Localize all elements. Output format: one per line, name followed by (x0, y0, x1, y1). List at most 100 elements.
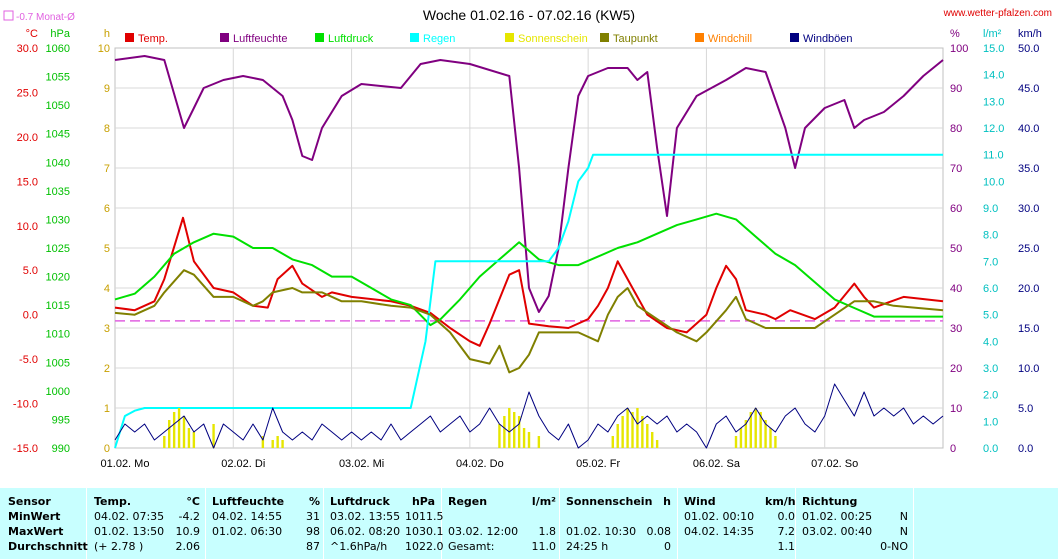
sonne-bar (754, 408, 757, 448)
sonne-bar (621, 416, 624, 448)
druck-axis-tick: 1020 (46, 272, 70, 284)
sonne-bar (503, 416, 506, 448)
x-tick-label: 01.02. Mo (101, 458, 150, 470)
sonne-bar (212, 424, 215, 448)
sonne-bar (646, 424, 649, 448)
sonne-axis-tick: 4 (104, 283, 110, 295)
table-cell: 31 (306, 510, 320, 523)
table-cell: 01.02. 13:50 (94, 525, 165, 538)
table-cell: Sensor (8, 495, 51, 508)
table-divider (323, 488, 324, 559)
x-tick-label: 07.02. So (811, 458, 858, 470)
table-cell: l/m² (531, 495, 556, 508)
sonne-bar (734, 436, 738, 448)
legend-swatch-taupunkt (600, 33, 609, 42)
table-cell: 7.2 (777, 525, 796, 538)
sonne-bar (769, 428, 772, 448)
table-cell: Sonnenschein (566, 495, 653, 508)
table-cell: % (308, 495, 320, 508)
regen-axis-unit: l/m² (983, 28, 1002, 40)
table-cell: 01.02. 00:25 (802, 510, 873, 523)
sonne-bar (774, 436, 777, 448)
table-cell: 87 (306, 540, 320, 553)
sonne-axis-tick: 3 (104, 323, 110, 335)
feuchte-axis-tick: 60 (950, 203, 962, 215)
table-cell: (+ 2.78 ) (94, 540, 144, 553)
legend-swatch-windchill (695, 33, 704, 42)
sonne-axis-tick: 6 (104, 203, 110, 215)
legend: Temp. Luftfeuchte Luftdruck Regen Sonnensche… (125, 33, 853, 45)
legend-label-temp: Temp. (138, 33, 168, 45)
sonne-bar (749, 412, 752, 448)
sonne-axis-tick: 8 (104, 123, 110, 135)
monat-legend-box (3, 10, 14, 21)
regen-axis-tick: 2.0 (983, 390, 998, 402)
sonne-axis-tick: 9 (104, 83, 110, 95)
sonne-axis-tick: 5 (104, 243, 110, 255)
regen-axis-tick: 0.0 (983, 443, 998, 455)
table-cell: 1.1 (777, 540, 796, 553)
sonne-bar (764, 420, 767, 448)
sonne-bar (192, 432, 196, 448)
table-cell: 1011.5 (405, 510, 444, 523)
table-cell: 10.9 (175, 525, 201, 538)
sonne-bar (739, 428, 743, 448)
sonne-bar (281, 440, 284, 448)
table-cell: ^1.6hPa/h (330, 540, 388, 553)
legend-swatch-wind (790, 33, 799, 42)
sonne-bar (655, 440, 659, 448)
druck-axis-tick: 1030 (46, 214, 70, 226)
sonne-bar (187, 428, 191, 448)
series-line-druck (114, 212, 943, 327)
feuchte-axis-tick: 100 (950, 43, 968, 55)
table-cell: N (899, 525, 908, 538)
regen-axis-tick: 5.0 (983, 310, 998, 322)
table-cell: 04.02. 07:35 (94, 510, 165, 523)
sonne-bar (168, 420, 171, 448)
sonne-bar (759, 412, 762, 448)
feuchte-axis-tick: 30 (950, 323, 962, 335)
legend-label-feuchte: Luftfeuchte (233, 33, 287, 45)
table-cell: 04.02. 14:55 (212, 510, 283, 523)
druck-axis-tick: 1000 (46, 386, 70, 398)
temp-axis-tick: 30.0 (17, 43, 38, 55)
table-cell: MinWert (8, 510, 61, 523)
sonne-bar (163, 436, 166, 448)
feuchte-axis-tick: 90 (950, 83, 962, 95)
table-cell: Luftdruck (330, 495, 390, 508)
druck-axis-tick: 1025 (46, 243, 70, 255)
temp-axis-tick: 20.0 (17, 132, 38, 144)
druck-axis-tick: 1045 (46, 129, 70, 141)
legend-swatch-temp (125, 33, 134, 42)
table-cell: 2.06 (175, 540, 201, 553)
series-layer (114, 55, 944, 449)
table-divider (205, 488, 206, 559)
wind-axis-tick: 45.0 (1018, 83, 1039, 95)
sonne-bar (744, 420, 748, 448)
sonne-bar (261, 436, 265, 448)
sonne-bar (641, 416, 644, 448)
wind-axis-tick: 35.0 (1018, 163, 1039, 175)
regen-axis-tick: 8.0 (983, 230, 998, 242)
table-cell: Wind (684, 495, 716, 508)
table-cell: 04.02. 14:35 (684, 525, 755, 538)
table-cell: 03.02. 13:55 (330, 510, 401, 523)
table-cell: 11.0 (531, 540, 557, 553)
druck-axis-tick: 1035 (46, 186, 70, 198)
sonne-bar (276, 436, 279, 448)
table-cell: N (899, 510, 908, 523)
wind-axis-tick: 50.0 (1018, 43, 1039, 55)
table-cell: Richtung (802, 495, 858, 508)
legend-swatch-feuchte (220, 33, 229, 42)
series-line-regen (114, 153, 943, 449)
series-line-temp (114, 216, 944, 347)
sonne-bar (513, 412, 516, 448)
temp-axis-tick: 25.0 (17, 87, 38, 99)
legend-label-regen: Regen (423, 33, 455, 45)
weather-chart: 30.025.020.015.010.05.00.0-5.0-10.0-15.0… (3, 7, 1052, 470)
sonne-axis-tick: 1 (104, 403, 110, 415)
temp-axis-tick: 10.0 (17, 221, 38, 233)
regen-axis-tick: 3.0 (983, 363, 998, 375)
wind-axis-tick: 0.0 (1018, 443, 1033, 455)
feuchte-axis-tick: 40 (950, 283, 962, 295)
